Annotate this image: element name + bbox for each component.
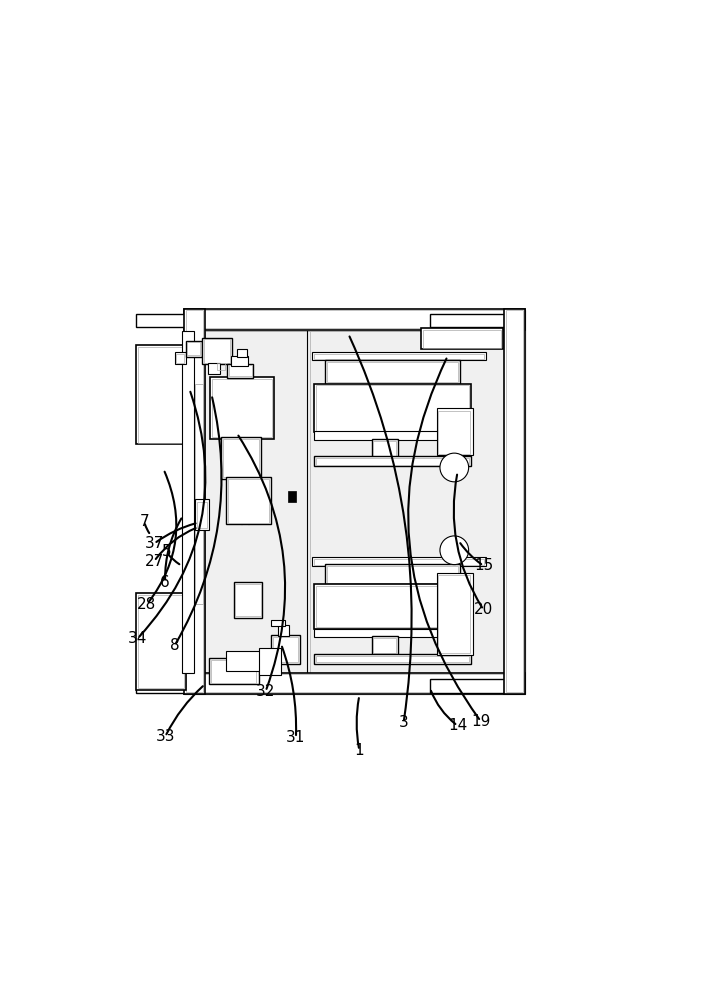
Bar (182, 331, 194, 673)
Circle shape (440, 453, 468, 482)
Circle shape (440, 536, 468, 565)
Bar (325, 360, 461, 384)
Bar (314, 584, 471, 629)
Bar (504, 309, 525, 694)
Bar (136, 314, 186, 327)
Bar (227, 364, 253, 378)
Text: 27: 27 (145, 554, 164, 569)
Bar (327, 362, 458, 382)
Bar (316, 586, 469, 627)
Bar (430, 679, 521, 693)
Bar (436, 573, 473, 655)
Bar (195, 384, 203, 604)
Bar (314, 654, 471, 664)
Bar (195, 499, 209, 530)
Bar (138, 347, 184, 443)
Bar (228, 479, 269, 523)
Bar (439, 411, 471, 454)
Bar (209, 658, 259, 684)
Text: 20: 20 (474, 602, 493, 617)
Bar (314, 456, 471, 466)
Text: 5: 5 (162, 544, 171, 559)
Bar (137, 345, 186, 444)
Bar (211, 660, 256, 683)
Text: 31: 31 (286, 730, 305, 745)
Bar (186, 674, 523, 692)
Bar (325, 564, 461, 585)
Text: 37: 37 (145, 536, 164, 551)
Bar (273, 637, 298, 662)
Bar (226, 651, 264, 671)
Bar (314, 431, 471, 440)
Bar (211, 377, 274, 439)
Bar (229, 365, 252, 376)
Bar (372, 439, 398, 458)
Bar (436, 408, 473, 455)
Bar (278, 625, 289, 636)
Text: 3: 3 (399, 715, 409, 730)
Bar (184, 310, 525, 694)
Bar (373, 441, 397, 456)
Text: 32: 32 (256, 684, 276, 699)
Bar (234, 582, 262, 618)
Text: 28: 28 (137, 597, 157, 612)
Bar (372, 636, 398, 655)
Bar (223, 439, 259, 477)
Bar (138, 595, 184, 688)
Bar (288, 491, 296, 502)
Bar (506, 310, 523, 692)
Bar (316, 458, 469, 465)
Bar (314, 354, 484, 359)
Bar (176, 354, 184, 363)
Bar (208, 363, 220, 374)
Bar (314, 559, 484, 565)
Bar (187, 342, 201, 355)
Bar (235, 584, 261, 616)
Bar (314, 384, 471, 432)
Bar (202, 338, 233, 364)
Bar (316, 385, 469, 431)
Bar (422, 328, 503, 349)
Bar (205, 331, 525, 673)
Bar (186, 341, 202, 357)
Bar (313, 557, 486, 566)
Bar (174, 352, 186, 364)
Bar (314, 629, 471, 637)
Bar (327, 566, 458, 583)
Text: 1: 1 (355, 743, 365, 758)
Text: 19: 19 (471, 714, 491, 729)
Text: 33: 33 (155, 729, 175, 744)
Text: 15: 15 (474, 558, 493, 573)
Bar (226, 477, 271, 524)
Bar (271, 635, 300, 664)
Text: 34: 34 (128, 631, 147, 646)
Text: 8: 8 (169, 638, 179, 653)
Bar (136, 679, 186, 693)
Bar (271, 620, 285, 626)
Bar (197, 502, 206, 528)
Bar (313, 352, 486, 360)
Bar (373, 638, 397, 653)
Bar (430, 314, 521, 327)
Bar (237, 349, 247, 357)
Bar (217, 363, 225, 370)
Bar (204, 339, 230, 363)
Bar (184, 309, 205, 694)
Bar (137, 593, 186, 690)
Bar (231, 356, 248, 366)
Bar (186, 310, 203, 692)
Bar (259, 648, 281, 675)
Text: 7: 7 (140, 514, 149, 529)
Bar (316, 656, 469, 662)
Bar (221, 437, 261, 479)
Bar (423, 330, 501, 348)
Bar (212, 379, 272, 437)
Bar (439, 575, 471, 653)
Bar (186, 310, 523, 328)
Bar (184, 309, 525, 330)
Text: 14: 14 (448, 718, 467, 733)
Text: 6: 6 (160, 575, 170, 590)
Bar (184, 673, 525, 694)
